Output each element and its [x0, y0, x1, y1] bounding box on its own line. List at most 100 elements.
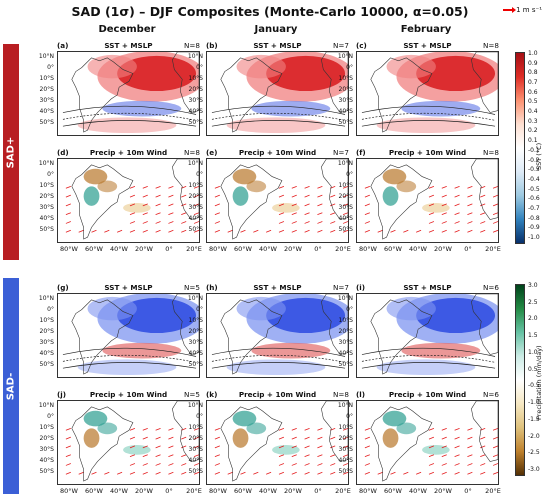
latitude-tick-label: 0°	[346, 64, 353, 71]
colorbar-tick-label: -0.5	[528, 185, 540, 193]
panel-sample-size: N=7	[333, 283, 349, 292]
panel-sample-size: N=8	[184, 148, 200, 157]
colorbar-tick-label: -2.5	[528, 449, 540, 457]
precip-colorbar	[515, 284, 525, 476]
latitude-tick-label: 50°S	[39, 468, 54, 475]
panel-letter: (k)	[206, 390, 218, 399]
map-panel: (h) SST + MSLP N=7 10°N 0° 10°S 20°S 30°S 40°S 50…	[188, 283, 349, 378]
latitude-tick-label: 20°S	[338, 86, 353, 93]
latitude-tick-label: 50°S	[338, 119, 353, 126]
row-label-sad-minus: SAD-	[3, 278, 19, 494]
colorbar-tick-label: 0.7	[528, 79, 538, 87]
map-canvas	[57, 158, 200, 243]
map-panel: (a) SST + MSLP N=8 10°N 0° 10°S 20°S 30°S 40°S 50…	[39, 41, 200, 136]
latitude-tick-label: 20°S	[188, 435, 203, 442]
latitude-tick-label: 50°S	[39, 226, 54, 233]
month-header-december: December	[98, 24, 156, 35]
latitude-tick-label: 10°N	[38, 160, 54, 167]
latitude-tick-label: 10°N	[337, 160, 353, 167]
map-canvas	[206, 400, 349, 485]
latitude-tick-label: 10°N	[38, 53, 54, 60]
panel-title: Precip + 10m Wind	[388, 390, 467, 399]
latitude-tick-label: 0°	[47, 306, 54, 313]
map-panel: (c) SST + MSLP N=8 10°N 0° 10°S 20°S 30°S 40°S 50…	[338, 41, 499, 136]
colorbar-tick-label: 0.9	[528, 59, 538, 67]
latitude-tick-label: 30°S	[39, 339, 54, 346]
panel-header: (b) SST + MSLP N=7	[206, 41, 349, 51]
latitude-tick-label: 40°S	[338, 457, 353, 464]
latitude-tick-label: 30°S	[39, 97, 54, 104]
panel-title: Precip + 10m Wind	[238, 390, 317, 399]
map-canvas	[57, 400, 200, 485]
latitude-tick-label: 20°S	[338, 328, 353, 335]
panel-header: (g) SST + MSLP N=5	[57, 283, 200, 293]
colorbar-tick-label: -0.3	[528, 166, 540, 174]
longitude-tick-label: 20°W	[135, 245, 153, 253]
month-header-january: January	[254, 24, 298, 35]
latitude-tick-label: 0°	[47, 64, 54, 71]
panel-sample-size: N=5	[184, 283, 200, 292]
latitude-tick-label: 10°N	[187, 295, 203, 302]
colorbar-tick-label: -0.5	[528, 382, 540, 390]
latitude-tick-label: 10°N	[337, 295, 353, 302]
colorbar-tick-label: -0.7	[528, 204, 540, 212]
panel-letter: (c)	[356, 41, 367, 50]
panel-letter: (l)	[356, 390, 366, 399]
longitude-tick-label: 60°W	[234, 487, 252, 495]
map-canvas	[206, 293, 349, 378]
colorbar-tick-label: -1.0	[528, 234, 540, 241]
wind-arrow-icon	[503, 7, 517, 12]
panel-header: (a) SST + MSLP N=8	[57, 41, 200, 51]
latitude-tick-label: 50°S	[338, 226, 353, 233]
latitude-tick-label: 20°S	[188, 193, 203, 200]
colorbar-tick-label: 2.5	[528, 298, 538, 306]
colorbar-tick-label: 1.0	[528, 348, 538, 356]
longitude-tick-label: 60°W	[234, 245, 252, 253]
panel-letter: (h)	[206, 283, 218, 292]
latitude-tick-label: 10°S	[338, 182, 353, 189]
colorbar-tick-label: 0.6	[528, 88, 538, 96]
map-panel: (d) Precip + 10m Wind N=8 10°N 0° 10°S 20°S 30°…	[39, 148, 202, 253]
map-panel: (g) SST + MSLP N=5 10°N 0° 10°S 20°S 30°S 40°S 50…	[39, 283, 200, 378]
latitude-tick-label: 50°S	[338, 361, 353, 368]
longitude-axis: 80°W 60°W 40°W 20°W 0° 20°E	[57, 245, 202, 253]
colorbar-tick-label: 2.0	[528, 315, 538, 323]
colorbar-tick-label: 0.1	[528, 137, 538, 145]
longitude-tick-label: 80°W	[209, 245, 227, 253]
colorbar-tick-label: -0.9	[528, 224, 540, 232]
panel-letter: (g)	[57, 283, 69, 292]
colorbar-tick-label: -0.4	[528, 175, 540, 183]
panel-letter: (j)	[57, 390, 67, 399]
longitude-tick-label: 80°W	[60, 487, 78, 495]
longitude-tick-label: 40°W	[110, 487, 128, 495]
longitude-tick-label: 80°W	[359, 487, 377, 495]
latitude-tick-label: 10°S	[338, 75, 353, 82]
panel-header: (i) SST + MSLP N=6	[356, 283, 499, 293]
latitude-tick-label: 20°S	[338, 193, 353, 200]
panel-title: Precip + 10m Wind	[388, 148, 467, 157]
latitude-tick-label: 20°S	[188, 328, 203, 335]
latitude-tick-label: 40°S	[188, 108, 203, 115]
colorbar-tick-label: -0.6	[528, 195, 540, 203]
latitude-tick-label: 50°S	[39, 361, 54, 368]
panel-header: (j) Precip + 10m Wind N=5	[57, 390, 200, 400]
latitude-tick-label: 10°S	[338, 317, 353, 324]
latitude-tick-label: 40°S	[188, 215, 203, 222]
latitude-tick-label: 50°S	[188, 361, 203, 368]
panel-title: SST + MSLP	[403, 283, 452, 292]
figure-title: SAD (1σ) – DJF Composites (Monte-Carlo 1…	[71, 4, 469, 19]
latitude-tick-label: 10°N	[337, 402, 353, 409]
panel-header: (k) Precip + 10m Wind N=8	[206, 390, 349, 400]
latitude-tick-label: 0°	[346, 413, 353, 420]
latitude-tick-label: 30°S	[188, 97, 203, 104]
latitude-tick-label: 10°S	[188, 424, 203, 431]
longitude-axis: 80°W 60°W 40°W 20°W 0° 20°E	[206, 487, 351, 495]
colorbar-tick-label: -1.0	[528, 399, 540, 407]
panel-letter: (i)	[356, 283, 366, 292]
panel-title: SST + MSLP	[253, 41, 302, 50]
latitude-tick-label: 10°S	[39, 75, 54, 82]
latitude-tick-label: 10°N	[187, 53, 203, 60]
longitude-tick-label: 0°	[314, 487, 322, 495]
map-panel: (i) SST + MSLP N=6 10°N 0° 10°S 20°S 30°S 40°S 50…	[338, 283, 499, 378]
longitude-axis: 80°W 60°W 40°W 20°W 0° 20°E	[356, 245, 501, 253]
